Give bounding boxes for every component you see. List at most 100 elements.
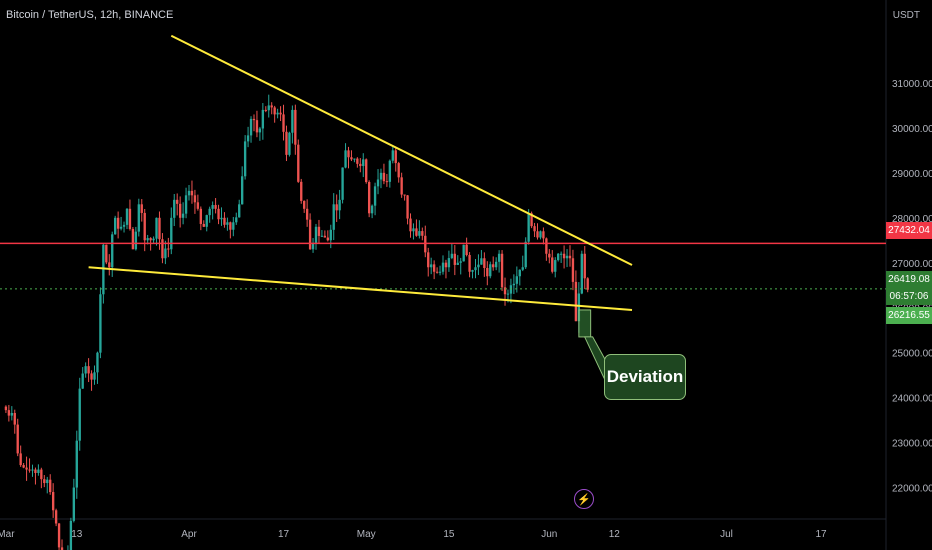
price-axis-tick-label: 27000.00 [892, 259, 932, 270]
candle-up [220, 217, 223, 220]
price-tag-current-text: 26216.55 [888, 310, 930, 321]
candle-down [202, 223, 205, 227]
candle-down [223, 217, 226, 225]
candle-down [397, 163, 400, 178]
time-axis-tick-label: 13 [71, 529, 83, 540]
candle-down [394, 150, 397, 164]
candle-down [400, 177, 403, 195]
price-tag-last-text: 26419.08 [888, 274, 930, 285]
candle-up [577, 293, 581, 322]
candle-down [217, 208, 220, 220]
candle-down [586, 278, 589, 290]
candle-up [232, 222, 235, 230]
candle-up [556, 253, 560, 261]
candle-down [297, 144, 300, 182]
candle-up [459, 261, 462, 263]
candle-up [494, 261, 498, 268]
candle-up [418, 231, 421, 236]
candle-down [128, 208, 132, 229]
candle-down [178, 203, 182, 218]
candle-up [515, 276, 519, 284]
candle-up [102, 244, 105, 295]
candle-up [554, 260, 557, 272]
candle-up [509, 285, 513, 294]
candle-down [465, 244, 468, 256]
candle-up [99, 294, 102, 353]
candle-up [93, 372, 96, 380]
candle-up [362, 159, 365, 167]
candle-down [57, 523, 61, 548]
candle-up [75, 440, 78, 488]
candle-down [542, 231, 545, 239]
candle-down [16, 424, 19, 454]
candle-up [258, 128, 262, 133]
candle-down [13, 413, 16, 425]
deviation-annotation[interactable]: Deviation [604, 354, 686, 400]
candle-down [25, 467, 28, 470]
candle-up [527, 213, 530, 242]
candle-up [353, 158, 356, 160]
candle-up [314, 226, 318, 244]
candle-down [303, 200, 306, 209]
candle-down [90, 373, 93, 380]
candle-down [562, 253, 566, 259]
candle-up [373, 186, 377, 206]
candle-down [60, 547, 64, 550]
candle-down [359, 163, 362, 167]
candle-down [285, 131, 288, 155]
candle-up [10, 413, 13, 416]
candle-up [456, 262, 459, 265]
candle-up [474, 267, 477, 271]
candle-up [539, 231, 542, 238]
candle-up [559, 253, 563, 255]
candle-up [370, 205, 374, 214]
candle-up [249, 118, 253, 136]
candle-up [134, 231, 138, 250]
candle-up [235, 217, 238, 223]
candle-down [545, 238, 548, 254]
candle-down [533, 226, 536, 232]
candle-up [46, 479, 49, 484]
candle-up [31, 469, 34, 471]
candle-down [551, 257, 554, 272]
price-tag-countdown-text: 06:57:06 [889, 291, 929, 302]
candle-up [580, 253, 583, 294]
candle-up [521, 267, 524, 270]
candle-down [435, 271, 439, 273]
candle-up [480, 258, 483, 265]
candle-down [367, 182, 371, 214]
candle-down [385, 181, 389, 183]
candle-up [205, 215, 208, 227]
candle-down [305, 208, 309, 220]
candle-down [143, 212, 146, 241]
currency-label: USDT [892, 10, 920, 21]
candle-down [105, 244, 108, 263]
candle-up [181, 213, 185, 218]
candle-up [332, 204, 335, 230]
candle-down [196, 202, 200, 209]
candle-down [34, 469, 37, 473]
candle-up [246, 135, 250, 142]
time-axis-tick-label: 17 [815, 529, 827, 540]
candle-down [356, 158, 359, 164]
candle-down [161, 239, 164, 259]
candle-up [376, 179, 380, 187]
price-axis-tick-label: 30000.00 [892, 124, 932, 135]
support-trendline [88, 266, 633, 311]
candle-down [199, 208, 203, 224]
time-axis-tick-label: Apr [181, 529, 197, 540]
price-axis-tick-label: 31000.00 [892, 79, 932, 90]
lightning-icon[interactable]: ⚡ [574, 489, 594, 509]
deviation-annotation-label: Deviation [606, 367, 684, 386]
candle-down [409, 218, 412, 232]
candle-up [81, 373, 84, 389]
price-tag-current: 26216.55 [886, 307, 932, 324]
candle-down [308, 219, 312, 250]
candle-up [565, 255, 569, 259]
candle-up [276, 112, 279, 115]
time-axis[interactable]: Mar 13 Apr 17 May 15 Jun 12 Jul 17 [0, 529, 827, 540]
candle-down [350, 157, 353, 160]
candle-down [403, 194, 406, 196]
descending-resistance-trendline [170, 34, 633, 266]
